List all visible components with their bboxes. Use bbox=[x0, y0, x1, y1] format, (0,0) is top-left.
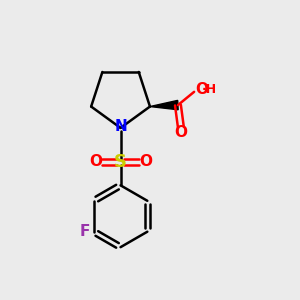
Text: ·H: ·H bbox=[202, 83, 217, 96]
Polygon shape bbox=[150, 100, 178, 110]
Text: N: N bbox=[114, 119, 127, 134]
Text: S: S bbox=[114, 153, 127, 171]
Text: O: O bbox=[174, 125, 188, 140]
Text: F: F bbox=[80, 224, 90, 239]
Text: O: O bbox=[196, 82, 208, 97]
Text: O: O bbox=[139, 154, 152, 169]
Text: O: O bbox=[89, 154, 102, 169]
